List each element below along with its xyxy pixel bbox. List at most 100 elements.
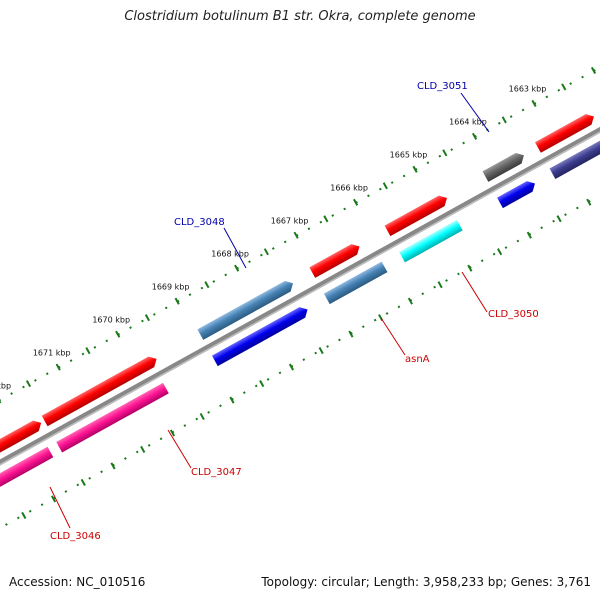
- outer-minor-tick: [129, 326, 132, 329]
- inner-minor-tick: [445, 279, 448, 282]
- inner-major-tick: [259, 379, 265, 388]
- outer-minor-tick: [141, 319, 144, 323]
- inner-minor-tick: [100, 470, 103, 474]
- label-cld3047: CLD_3047: [191, 467, 242, 478]
- outer-minor-tick: [283, 240, 287, 244]
- gene-right-slate-rev[interactable]: [549, 130, 600, 180]
- outer-major-tick: [0, 396, 2, 404]
- outer-tick-track: [0, 66, 597, 404]
- inner-minor-tick: [135, 450, 139, 454]
- gene-right-red-fwd[interactable]: [535, 111, 597, 153]
- outer-minor-tick: [81, 352, 85, 356]
- kbp-tick-labels: 1663 kbp 1664 kbp 1665 kbp 1666 kbp 1667 kbp…: [0, 85, 546, 391]
- outer-minor-tick: [45, 372, 49, 376]
- outer-major-tick: [442, 149, 448, 157]
- outer-minor-tick: [367, 194, 370, 198]
- outer-major-tick: [293, 231, 299, 239]
- inner-major-tick: [288, 363, 295, 371]
- gene-cld3047-rev[interactable]: [56, 382, 169, 453]
- inner-major-tick: [497, 248, 503, 256]
- inner-minor-tick: [338, 338, 341, 342]
- gene-asna-rev[interactable]: [323, 261, 388, 305]
- genome-summary-text: Topology: circular; Length: 3,958,233 bp…: [261, 575, 591, 589]
- leader-asna: [380, 317, 406, 356]
- inner-minor-tick: [266, 378, 270, 381]
- gene-cld3051-rev[interactable]: [497, 178, 538, 209]
- gene-cld3047-fwd[interactable]: [41, 354, 160, 427]
- inner-major-tick: [50, 495, 57, 503]
- inner-minor-tick: [254, 384, 258, 388]
- inner-minor-tick: [5, 523, 8, 526]
- inner-minor-tick: [76, 483, 80, 487]
- outer-minor-tick: [545, 95, 549, 99]
- outer-minor-tick: [200, 286, 204, 290]
- outer-major-tick: [144, 314, 151, 322]
- gene-cld3048-rev[interactable]: [211, 304, 311, 367]
- inner-major-tick: [467, 264, 473, 272]
- inner-major-tick: [229, 396, 235, 404]
- inner-minor-tick: [207, 411, 210, 414]
- label-cld3048: CLD_3048: [174, 217, 225, 228]
- inner-major-tick: [556, 215, 562, 223]
- label-cld3046: CLD_3046: [50, 531, 101, 542]
- gene-cld3050-fwd[interactable]: [384, 193, 450, 237]
- outer-minor-tick: [10, 392, 13, 395]
- gene-asna-fwd[interactable]: [309, 241, 362, 278]
- inner-minor-tick: [159, 437, 163, 441]
- label-cld3050: CLD_3050: [488, 309, 539, 320]
- outer-minor-tick: [224, 273, 228, 277]
- outer-minor-tick: [438, 154, 442, 158]
- outer-minor-tick: [319, 220, 323, 224]
- leader-cld3046: [49, 486, 71, 529]
- inner-minor-tick: [576, 206, 579, 210]
- gene-cld3051-fwd[interactable]: [482, 150, 527, 182]
- outer-minor-tick: [331, 214, 335, 217]
- outer-minor-tick: [22, 385, 25, 389]
- inner-minor-tick: [433, 285, 436, 289]
- outer-major-tick: [25, 380, 32, 388]
- outer-minor-tick: [188, 293, 192, 297]
- kbp-tick-label: 1664 kbp: [449, 118, 487, 127]
- inner-minor-tick: [421, 292, 425, 296]
- outer-major-tick: [590, 66, 597, 74]
- outer-major-tick: [174, 297, 180, 305]
- gene-cld3046-rev[interactable]: [0, 446, 54, 515]
- inner-minor-tick: [28, 509, 32, 513]
- outer-major-tick: [561, 83, 567, 91]
- inner-major-tick: [348, 330, 354, 338]
- inner-minor-tick: [552, 219, 555, 223]
- gene-cld3048-fwd[interactable]: [197, 278, 296, 340]
- gene-cld3050-rev[interactable]: [399, 219, 463, 263]
- inner-minor-tick: [457, 272, 460, 276]
- outer-minor-tick: [450, 148, 454, 151]
- inner-minor-tick: [397, 305, 401, 309]
- kbp-tick-label: 1665 kbp: [390, 151, 428, 160]
- outer-minor-tick: [426, 161, 430, 165]
- outer-minor-tick: [34, 379, 37, 382]
- inner-minor-tick: [195, 417, 199, 421]
- accession-text: Accession: NC_010516: [9, 575, 146, 589]
- inner-tick-track: [5, 193, 600, 526]
- outer-minor-tick: [69, 359, 73, 362]
- kbp-tick-label: 1670 kbp: [92, 315, 130, 324]
- gene-cld3046-fwd[interactable]: [0, 418, 44, 489]
- inner-major-tick: [526, 231, 532, 239]
- outer-major-tick: [115, 330, 121, 338]
- inner-major-tick: [407, 297, 413, 305]
- outer-minor-tick: [557, 88, 561, 92]
- outer-major-tick: [263, 248, 269, 256]
- label-cld3051: CLD_3051: [417, 81, 468, 92]
- inner-minor-tick: [540, 226, 544, 230]
- inner-minor-tick: [314, 351, 318, 355]
- inner-minor-tick: [385, 312, 389, 315]
- kbp-tick-label: 1668 kbp: [211, 249, 249, 258]
- inner-minor-tick: [40, 503, 44, 507]
- inner-minor-tick: [64, 490, 68, 493]
- outer-major-tick: [471, 132, 478, 140]
- inner-minor-tick: [242, 391, 246, 394]
- outer-major-tick: [323, 215, 329, 223]
- inner-minor-tick: [278, 371, 282, 375]
- outer-minor-tick: [390, 181, 394, 184]
- kbp-tick-label: 1663 kbp: [509, 85, 547, 94]
- outer-minor-tick: [105, 339, 109, 343]
